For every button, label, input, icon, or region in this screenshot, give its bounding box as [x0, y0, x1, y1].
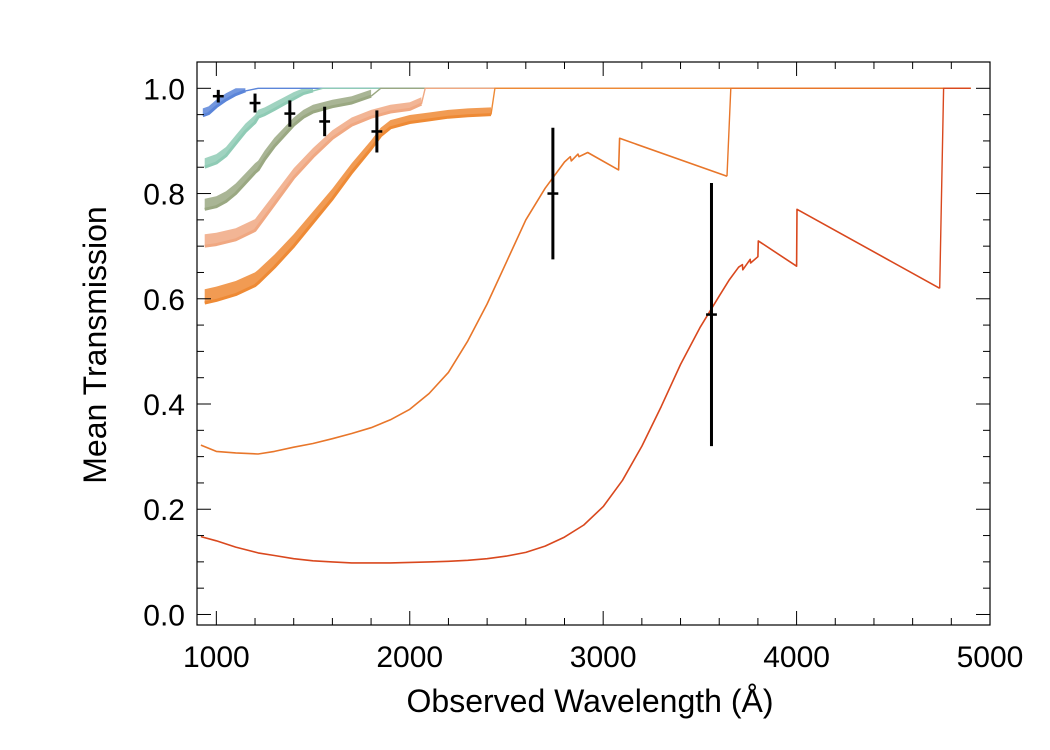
y-tick-label: 0.0: [143, 599, 185, 632]
series-band-3: [204, 89, 372, 210]
series-tail-7: [939, 87, 971, 289]
series-line-6: [200, 137, 728, 455]
x-tick-label: 5000: [957, 641, 1024, 674]
y-tick-label: 0.2: [143, 494, 185, 527]
x-tick-label: 3000: [570, 641, 637, 674]
y-tick-label: 0.8: [143, 179, 185, 212]
y-tick-label: 0.4: [143, 389, 185, 422]
x-axis-label: Observed Wavelength (Å): [407, 683, 774, 719]
tick-labels: 1000 2000 3000 4000 5000 0.0 0.2 0.4 0.6 0.8 1.0: [143, 73, 1023, 674]
error-point-1: [212, 89, 224, 103]
x-tick-label: 4000: [763, 641, 830, 674]
y-tick-label: 0.6: [143, 284, 185, 317]
series-tail-3: [370, 87, 971, 97]
series-line-3: [204, 94, 372, 211]
y-tick-label: 1.0: [143, 73, 185, 106]
axes: [196, 61, 991, 626]
error-point-5: [371, 110, 383, 153]
error-point-6: [547, 127, 559, 260]
error-markers: [212, 89, 717, 447]
series-line-7: [200, 208, 941, 564]
series-line-4: [204, 102, 423, 248]
series-tail-4: [420, 87, 971, 105]
series-line-5: [204, 113, 492, 305]
x-tick-label: 1000: [183, 641, 250, 674]
error-point-7: [706, 183, 717, 447]
series-line-2: [204, 89, 314, 169]
series-line-1: [202, 89, 246, 118]
series-band-5: [204, 107, 491, 304]
y-axis-label: Mean Transmission: [77, 206, 113, 483]
error-point-3: [284, 100, 296, 127]
error-point-2: [249, 93, 261, 113]
error-point-4: [319, 106, 331, 137]
series-bands: [202, 88, 491, 304]
x-tick-label: 2000: [376, 641, 443, 674]
plot-frame: [196, 61, 991, 626]
series-band-4: [204, 97, 422, 247]
series-tail-6: [726, 87, 971, 177]
series-lines: [200, 87, 971, 564]
